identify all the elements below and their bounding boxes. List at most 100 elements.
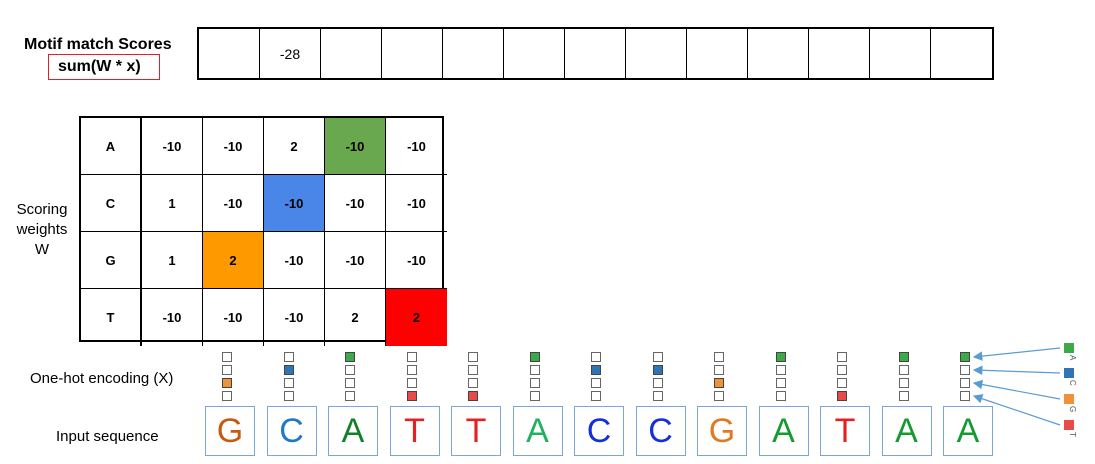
onehot-square: [837, 378, 847, 388]
onehot-square: [529, 391, 540, 401]
matrix-cell: -10: [264, 175, 325, 232]
onehot-column: [283, 352, 296, 404]
matrix-cell: 2: [386, 289, 447, 346]
onehot-square: [837, 352, 847, 362]
matrix-cell: -10: [264, 289, 325, 346]
matrix-cell: 2: [325, 289, 386, 346]
onehot-column: [775, 352, 788, 404]
matrix-row: A -10 -10 2 -10 -10: [81, 118, 447, 175]
sequence-letter: C: [266, 406, 317, 456]
onehot-square: [898, 391, 909, 401]
legend-swatch: [1064, 420, 1074, 430]
onehot-square: [283, 378, 294, 388]
input-sequence-label: Input sequence: [56, 428, 159, 445]
sequence-letter: A: [881, 406, 932, 456]
onehot-square: [775, 378, 786, 388]
legend-swatch: [1064, 368, 1074, 378]
onehot-square: [468, 378, 478, 388]
sequence-letter: G: [205, 406, 255, 456]
score-cell: [199, 29, 260, 78]
onehot-square: [529, 378, 540, 388]
scores-row: -28: [197, 27, 994, 80]
onehot-square: [714, 378, 724, 388]
onehot-square: [775, 352, 786, 362]
score-cell: -28: [260, 29, 321, 78]
onehot-square: [222, 365, 232, 375]
onehot-column: [714, 352, 726, 404]
score-cell: [687, 29, 748, 78]
matrix-row: T -10 -10 -10 2 2: [81, 289, 447, 346]
weights-label-line: W: [34, 241, 50, 258]
onehot-square: [345, 378, 355, 388]
onehot-square: [960, 352, 970, 362]
onehot-square: [714, 352, 724, 362]
onehot-square: [345, 365, 355, 375]
matrix-cell: -10: [203, 175, 264, 232]
onehot-square: [775, 391, 786, 401]
legend-label: T: [1068, 432, 1077, 437]
sequence-letter: T: [451, 406, 501, 456]
onehot-square: [468, 365, 478, 375]
onehot-square: [283, 352, 294, 362]
matrix-row: C 1 -10 -10 -10 -10: [81, 175, 447, 232]
matrix-row-label: G: [81, 232, 142, 289]
matrix-cell: -10: [203, 118, 264, 175]
onehot-square: [529, 365, 540, 375]
onehot-square: [652, 378, 663, 388]
legend-arrow: [972, 379, 1061, 400]
onehot-square: [837, 365, 847, 375]
onehot-column: [960, 352, 972, 404]
matrix-cell: 1: [142, 175, 203, 232]
onehot-square: [960, 391, 970, 401]
legend-label: A: [1068, 355, 1077, 361]
score-cell: [443, 29, 504, 78]
matrix-cell: -10: [325, 175, 386, 232]
onehot-square: [591, 352, 601, 362]
matrix-cell: -10: [386, 118, 447, 175]
sequence-letter: G: [697, 406, 747, 456]
onehot-square: [468, 391, 478, 401]
onehot-square: [652, 365, 663, 375]
onehot-square: [898, 352, 909, 362]
onehot-square: [345, 352, 355, 362]
legend-label: G: [1068, 406, 1077, 413]
score-cell: [504, 29, 565, 78]
motif-scores-title: Motif match Scores: [24, 36, 172, 53]
weight-matrix: A -10 -10 2 -10 -10 C 1 -10 -10 -10 -10 G 1 2 -10 -10 -10…: [79, 116, 447, 346]
matrix-cell: -10: [325, 118, 386, 175]
matrix-cell: -10: [142, 118, 203, 175]
onehot-square: [652, 352, 663, 362]
legend-swatch: [1064, 394, 1074, 404]
legend-arrow: [972, 394, 1061, 426]
onehot-square: [222, 352, 232, 362]
sequence-letter: C: [574, 406, 624, 456]
score-cell: [870, 29, 931, 78]
onehot-column: [652, 352, 665, 404]
formula-box: [48, 54, 160, 80]
onehot-square: [222, 378, 232, 388]
matrix-cell: -10: [142, 289, 203, 346]
score-cell: [321, 29, 382, 78]
sequence-letter: T: [389, 406, 440, 456]
sequence-letter: T: [820, 406, 870, 456]
matrix-cell: 2: [264, 118, 325, 175]
matrix-row-label: C: [81, 175, 142, 232]
onehot-square: [898, 365, 909, 375]
matrix-cell: 2: [203, 232, 264, 289]
onehot-square: [468, 352, 478, 362]
onehot-square: [898, 378, 909, 388]
onehot-column: [529, 352, 542, 404]
matrix-row: G 1 2 -10 -10 -10: [81, 232, 447, 289]
onehot-square: [406, 391, 417, 401]
sequence-letter: A: [328, 406, 378, 456]
legend-swatch: [1064, 343, 1074, 353]
matrix-cell: -10: [386, 232, 447, 289]
onehot-square: [714, 391, 724, 401]
onehot-column: [406, 352, 419, 404]
score-cell: [565, 29, 626, 78]
matrix-cell: -10: [264, 232, 325, 289]
onehot-column: [345, 352, 357, 404]
onehot-column: [837, 352, 849, 404]
onehot-square: [283, 365, 294, 375]
